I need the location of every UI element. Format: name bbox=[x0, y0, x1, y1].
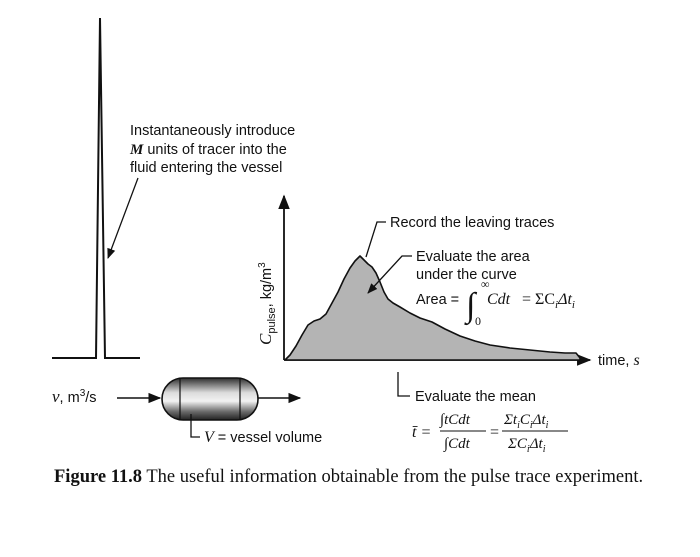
y-axis-label: Cpulse, kg/m3 bbox=[256, 262, 278, 345]
figure-caption-label: Figure 11.8 bbox=[54, 467, 143, 487]
svg-text:∫: ∫ bbox=[464, 287, 478, 326]
svg-text:=: = bbox=[490, 424, 499, 441]
svg-text:∫tCdt: ∫tCdt bbox=[439, 412, 471, 428]
svg-text:ΣtiCiΔti: ΣtiCiΔti bbox=[503, 412, 549, 431]
flow-label: v, m3/s bbox=[52, 387, 97, 406]
svg-text:Cdt: Cdt bbox=[487, 291, 511, 308]
svg-text:0: 0 bbox=[475, 314, 481, 328]
record-leader bbox=[365, 221, 386, 258]
area-label-line1: Evaluate the area bbox=[416, 249, 531, 265]
inject-label-line2: M units of tracer into the bbox=[129, 142, 287, 158]
mean-formula: t̄ = ∫tCdt ∫Cdt = ΣtiCiΔti ΣCiΔti bbox=[412, 412, 568, 455]
svg-text:ΣCiΔti: ΣCiΔti bbox=[507, 436, 546, 455]
svg-text:= ΣCiΔti: = ΣCiΔti bbox=[522, 291, 575, 311]
area-leader bbox=[367, 255, 412, 294]
tracer-response-curve bbox=[284, 255, 581, 361]
inject-label-line3: fluid entering the vessel bbox=[130, 160, 282, 176]
svg-text:t̄ =: t̄ = bbox=[412, 424, 431, 441]
x-axis-label: time, s bbox=[598, 352, 640, 369]
area-label-line2: under the curve bbox=[416, 267, 517, 283]
vessel bbox=[161, 377, 259, 421]
record-label: Record the leaving traces bbox=[390, 215, 554, 231]
figure-caption-text: The useful information obtainable from t… bbox=[142, 467, 644, 487]
svg-text:∫Cdt: ∫Cdt bbox=[443, 436, 471, 452]
inject-arrow bbox=[107, 177, 139, 259]
vessel-leader bbox=[190, 414, 200, 438]
inject-label-line1: Instantaneously introduce bbox=[130, 123, 295, 139]
figure-caption: Figure 11.8 The useful information obtai… bbox=[54, 466, 654, 489]
svg-text:Area =: Area = bbox=[416, 292, 459, 308]
area-formula: Area = ∫ ∞ 0 Cdt = ΣCiΔti bbox=[416, 277, 575, 328]
input-pulse-spike bbox=[52, 17, 140, 359]
vessel-label: V = vessel volume bbox=[204, 429, 322, 446]
svg-text:∞: ∞ bbox=[481, 277, 490, 291]
mean-label: Evaluate the mean bbox=[415, 389, 536, 405]
mean-leader bbox=[397, 372, 410, 397]
